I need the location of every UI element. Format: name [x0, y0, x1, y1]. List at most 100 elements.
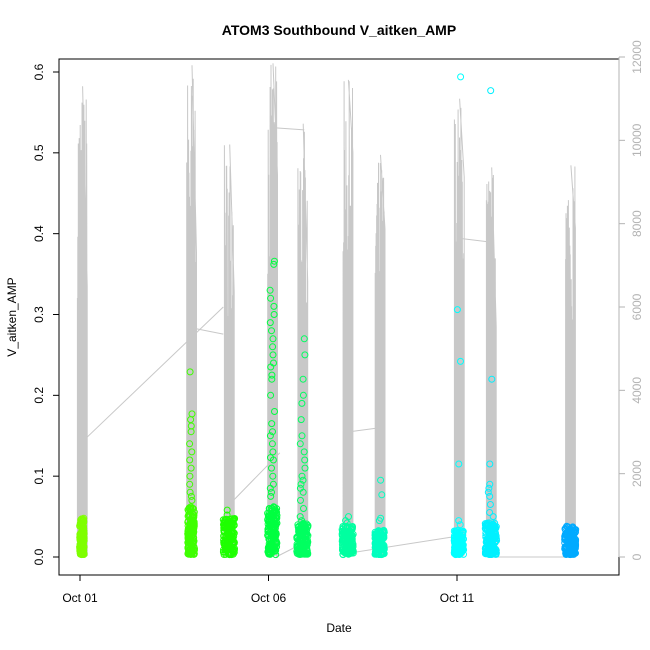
point-cluster: [264, 257, 281, 559]
data-point: [187, 492, 195, 500]
data-point: [293, 540, 301, 548]
data-point: [266, 505, 274, 513]
y2-tick-label: 6000: [630, 293, 644, 320]
line-connector: [274, 127, 305, 131]
data-point: [487, 87, 495, 95]
data-point: [564, 535, 572, 543]
data-point: [298, 399, 306, 407]
y-tick-label: 0.3: [32, 306, 46, 323]
data-point: [186, 368, 194, 376]
y2-tick-label: 0: [630, 553, 644, 560]
data-point: [220, 518, 228, 526]
data-point: [486, 460, 494, 468]
data-point: [188, 448, 196, 456]
data-point: [348, 537, 356, 545]
data-point: [220, 540, 228, 548]
data-point: [489, 513, 497, 521]
data-point: [273, 519, 281, 527]
x-axis: Oct 01 Oct 06 Oct 11: [62, 574, 475, 605]
data-point: [486, 480, 494, 488]
data-point: [483, 519, 491, 527]
data-point: [345, 550, 352, 558]
data-point: [272, 551, 280, 559]
data-point: [186, 480, 194, 488]
data-point: [300, 539, 308, 547]
data-point: [269, 456, 277, 464]
data-point: [341, 528, 349, 536]
data-point: [565, 542, 573, 550]
data-point: [189, 530, 197, 538]
data-point: [185, 529, 192, 537]
y2-tick-label: 4000: [630, 377, 644, 404]
data-point: [299, 391, 307, 399]
data-point: [455, 517, 463, 525]
line-connector: [351, 535, 458, 554]
data-point: [457, 73, 465, 81]
x-tick-label: Oct 06: [251, 591, 287, 605]
data-point: [296, 440, 304, 448]
data-point: [343, 524, 351, 532]
data-point: [303, 531, 311, 538]
data-point: [268, 375, 276, 383]
point-cluster: [450, 73, 468, 559]
data-point: [375, 517, 383, 525]
data-point: [79, 533, 87, 541]
data-point: [76, 534, 84, 542]
data-point: [186, 519, 194, 527]
data-point: [300, 505, 307, 512]
data-point: [269, 335, 277, 343]
data-point: [299, 520, 307, 528]
data-point: [340, 537, 348, 544]
data-point: [187, 550, 195, 558]
data-point: [266, 484, 274, 492]
data-point: [187, 506, 195, 514]
data-point: [562, 549, 570, 557]
y2-tick-label: 2000: [630, 460, 644, 487]
data-point: [341, 542, 348, 550]
data-point: [375, 532, 383, 540]
y-tick-label: 0.0: [32, 548, 46, 565]
points-layer: [76, 73, 580, 559]
data-point: [270, 311, 278, 318]
data-point: [186, 440, 194, 448]
data-point: [265, 550, 273, 558]
data-point: [187, 428, 195, 436]
data-point: [273, 511, 281, 519]
data-point: [223, 506, 231, 514]
data-point: [189, 513, 197, 521]
data-point: [269, 351, 277, 359]
data-point: [296, 513, 304, 521]
data-point: [265, 535, 273, 543]
y-tick-label: 0.1: [32, 468, 46, 485]
data-point: [266, 432, 274, 440]
data-point: [186, 456, 194, 464]
point-cluster: [561, 522, 580, 559]
data-point: [228, 547, 236, 554]
point-cluster: [76, 514, 88, 559]
data-point: [303, 526, 311, 533]
data-point: [298, 517, 306, 525]
data-point: [299, 375, 307, 383]
data-point: [188, 529, 196, 537]
data-point: [301, 351, 309, 359]
data-point: [270, 503, 278, 511]
data-point: [457, 534, 465, 542]
data-point: [297, 480, 305, 488]
data-point: [80, 547, 88, 555]
y2-tick-label: 10000: [630, 123, 644, 157]
data-point: [564, 523, 572, 531]
data-point: [570, 550, 578, 558]
line-burst: [76, 86, 88, 557]
data-point: [227, 543, 235, 550]
data-point: [293, 543, 301, 551]
y-tick-label: 0.5: [32, 144, 46, 161]
data-point: [222, 515, 230, 523]
data-point: [272, 540, 280, 548]
data-point: [226, 532, 234, 540]
data-point: [185, 505, 193, 513]
data-point: [484, 550, 492, 558]
line-burst: [374, 154, 386, 557]
data-point: [268, 371, 276, 379]
data-point: [187, 503, 195, 511]
data-point: [188, 539, 196, 547]
